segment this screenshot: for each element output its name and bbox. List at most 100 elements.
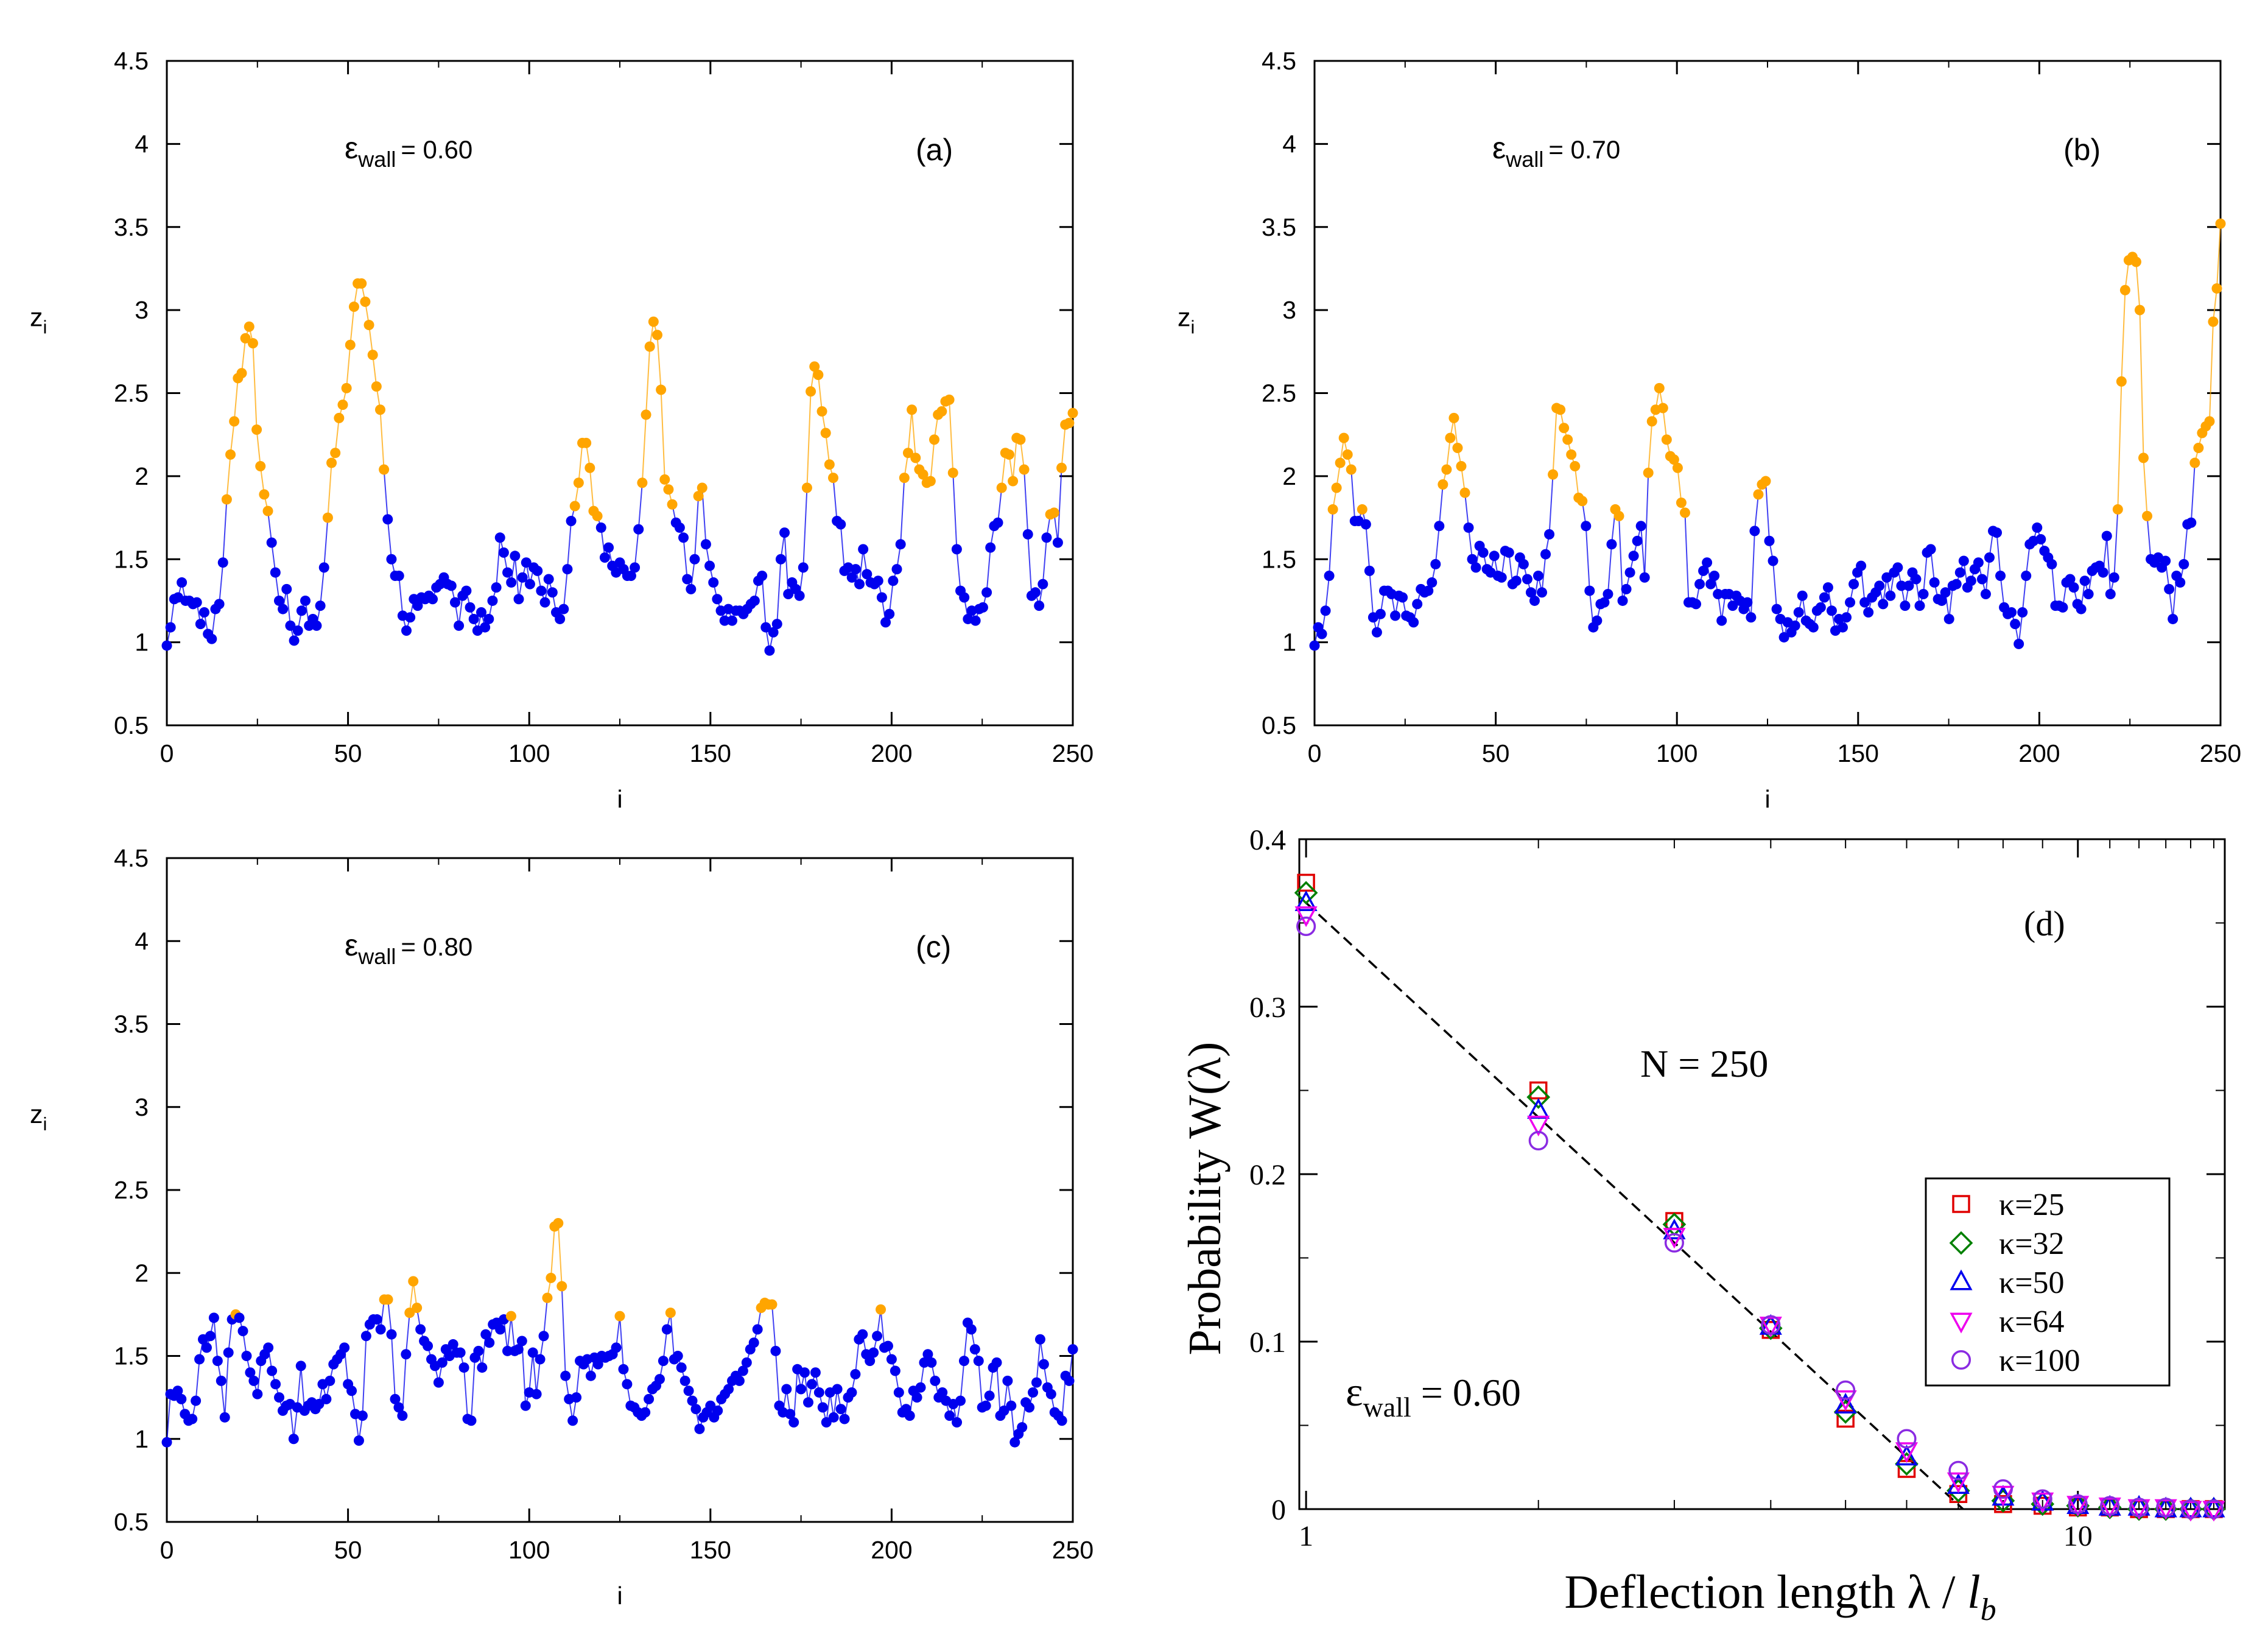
- y-tick-label-c-2: 1.5: [114, 1342, 149, 1370]
- y-tick-label-d-4: 0.4: [1249, 824, 1286, 856]
- data-point-b-123: [1760, 476, 1771, 487]
- segment-b-224: [2135, 261, 2141, 311]
- data-point-c-7: [187, 1413, 198, 1424]
- data-point-c-155: [723, 1384, 734, 1395]
- segment-c-54: [362, 1336, 367, 1416]
- data-point-a-99: [532, 565, 543, 576]
- segment-a-57: [379, 409, 385, 470]
- data-point-a-143: [697, 482, 707, 493]
- data-point-b-17: [1371, 627, 1382, 638]
- data-point-b-65: [1548, 469, 1559, 480]
- data-point-c-79: [448, 1339, 458, 1350]
- data-point-c-62: [386, 1329, 397, 1340]
- legend-label-1: κ=32: [1999, 1227, 2065, 1261]
- segment-b-89: [1640, 526, 1646, 578]
- data-point-b-144: [1837, 622, 1848, 633]
- data-point-b-34: [1434, 521, 1445, 532]
- data-point-a-125: [630, 562, 641, 573]
- x-tick-label-c-0: 0: [160, 1536, 174, 1564]
- segment-c-35: [293, 1407, 298, 1439]
- data-point-b-138: [1815, 602, 1826, 613]
- data-point-d-s4-9: [2068, 1494, 2088, 1514]
- data-point-c-97: [513, 1344, 524, 1355]
- y-tick-label-a-4: 2.5: [114, 379, 149, 407]
- segment-b-219: [2117, 381, 2122, 510]
- data-point-c-127: [622, 1379, 633, 1390]
- data-point-c-37: [295, 1361, 306, 1371]
- x-axis-label-c: i: [617, 1582, 622, 1610]
- data-point-b-165: [1914, 600, 1925, 611]
- data-point-a-86: [483, 613, 494, 624]
- y-ticks-b: 0.5 1 1.5 2 2.5 3 3.5 4 4.5: [1262, 47, 2221, 739]
- data-point-c-76: [437, 1357, 448, 1368]
- legend-marker-4: [1951, 1350, 1971, 1370]
- data-point-b-40: [1456, 461, 1467, 472]
- data-point-d-s3-3: [1759, 1317, 1782, 1338]
- data-point-b-118: [1742, 597, 1753, 608]
- legend-marker-3: [1950, 1312, 1973, 1334]
- data-point-b-7: [1335, 457, 1346, 468]
- data-point-a-128: [641, 409, 651, 420]
- data-point-b-5: [1327, 504, 1338, 515]
- segment-b-34: [1438, 484, 1444, 526]
- data-point-a-60: [386, 554, 397, 565]
- segment-b-246: [2216, 224, 2221, 289]
- segment-b-192: [2018, 612, 2023, 644]
- data-point-b-85: [1621, 583, 1632, 594]
- y-tick-label-b-3: 2: [1282, 462, 1296, 490]
- data-point-b-198: [2035, 534, 2046, 545]
- segment-a-196: [900, 477, 905, 544]
- data-point-c-42: [314, 1399, 325, 1410]
- data-point-c-82: [458, 1362, 469, 1373]
- data-point-d-s4-8: [2032, 1489, 2052, 1509]
- data-point-b-35: [1438, 479, 1448, 490]
- segment-b-194: [2025, 544, 2031, 576]
- data-point-c-244: [1045, 1389, 1056, 1399]
- x-tick-label-b-0: 0: [1308, 739, 1322, 767]
- data-point-c-136: [654, 1374, 665, 1385]
- legend-d: κ=25 κ=32 κ=50 κ=64 κ=100: [1925, 1177, 2171, 1387]
- segment-b-71: [1574, 466, 1579, 498]
- x-tick-label-b-1: 50: [1482, 739, 1510, 767]
- data-point-c-159: [737, 1365, 748, 1376]
- segment-a-32: [286, 589, 291, 626]
- data-point-c-194: [865, 1356, 876, 1367]
- data-point-c-179: [810, 1367, 821, 1378]
- data-point-a-29: [270, 567, 281, 578]
- data-point-d-s4-14: [2203, 1499, 2224, 1519]
- segment-b-74: [1585, 526, 1590, 591]
- data-point-b-41: [1459, 487, 1470, 498]
- data-point-a-32: [281, 583, 292, 594]
- data-point-c-208: [915, 1382, 926, 1393]
- data-point-a-77: [449, 597, 460, 608]
- data-point-c-108: [553, 1218, 564, 1228]
- data-point-b-64: [1544, 529, 1555, 540]
- data-point-a-133: [659, 474, 670, 485]
- data-point-a-170: [798, 562, 809, 573]
- data-point-a-146: [708, 577, 719, 588]
- data-point-a-90: [498, 547, 509, 558]
- segment-b-123: [1764, 481, 1771, 541]
- data-point-a-101: [539, 597, 550, 608]
- segment-c-82: [463, 1367, 469, 1420]
- data-point-a-186: [858, 544, 869, 555]
- panel-b: 0.511.522.533.544.5 0 50 100 150 200 250 (b) …: [1178, 47, 2241, 813]
- y-tick-label-a-8: 4.5: [114, 47, 149, 75]
- segment-c-101: [532, 1352, 538, 1395]
- data-point-c-175: [796, 1384, 807, 1395]
- data-point-c-189: [846, 1387, 857, 1398]
- data-point-b-59: [1525, 587, 1536, 598]
- data-point-a-80: [461, 585, 472, 596]
- segment-b-201: [2051, 564, 2056, 606]
- data-point-b-108: [1705, 579, 1716, 590]
- data-point-a-113: [585, 462, 595, 473]
- data-point-c-234: [1009, 1437, 1020, 1448]
- x-tick-label-a-3: 150: [690, 739, 731, 767]
- data-point-a-35: [292, 625, 303, 636]
- data-point-b-186: [1992, 527, 2003, 538]
- data-point-b-99: [1672, 462, 1683, 473]
- segment-a-163: [776, 559, 782, 624]
- segment-a-223: [1001, 452, 1006, 488]
- data-point-a-229: [1019, 464, 1030, 475]
- data-point-a-242: [1067, 407, 1078, 418]
